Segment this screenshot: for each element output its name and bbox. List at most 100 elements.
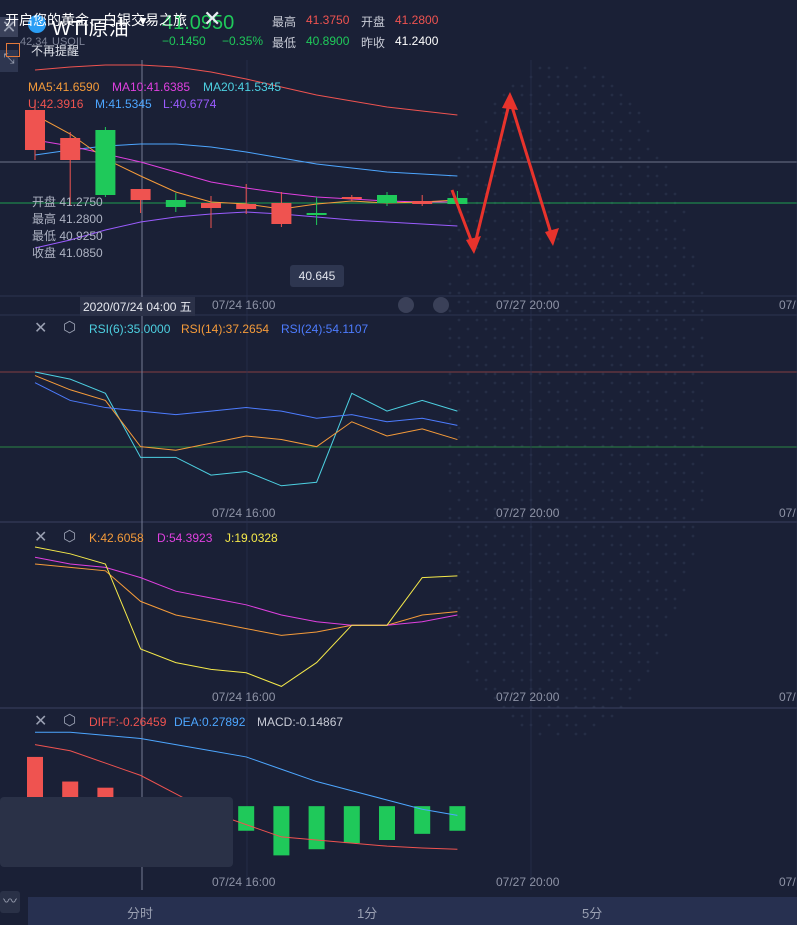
map-dot bbox=[601, 219, 605, 223]
map-dot bbox=[574, 327, 578, 331]
map-dot bbox=[628, 516, 632, 520]
scroll-dot-icon[interactable] bbox=[398, 297, 414, 313]
map-dot bbox=[628, 129, 632, 133]
map-dot bbox=[682, 210, 686, 214]
collapse-icon[interactable]: ⤡ bbox=[0, 50, 18, 72]
map-dot bbox=[637, 156, 641, 160]
map-dot bbox=[475, 543, 479, 547]
close-macd-icon[interactable]: ✕ bbox=[34, 713, 48, 730]
tab-timeshare[interactable]: 分时 bbox=[127, 906, 154, 921]
map-dot bbox=[682, 480, 686, 484]
map-dot bbox=[475, 219, 479, 223]
map-dot bbox=[574, 228, 578, 232]
map-dot bbox=[538, 669, 542, 673]
symbol-name[interactable]: WTI原油 bbox=[52, 18, 129, 40]
tab-5min[interactable]: 5分 bbox=[582, 906, 603, 921]
map-dot bbox=[628, 624, 632, 628]
map-dot bbox=[619, 327, 623, 331]
map-dot bbox=[601, 417, 605, 421]
map-dot bbox=[475, 129, 479, 133]
map-dot bbox=[619, 462, 623, 466]
map-dot bbox=[502, 228, 506, 232]
map-dot bbox=[538, 597, 542, 601]
map-dot bbox=[538, 309, 542, 313]
map-dot bbox=[457, 480, 461, 484]
map-dot bbox=[484, 408, 488, 412]
map-dot bbox=[592, 345, 596, 349]
map-dot bbox=[547, 255, 551, 259]
map-dot bbox=[565, 633, 569, 637]
map-dot bbox=[592, 480, 596, 484]
map-dot bbox=[583, 291, 587, 295]
map-dot bbox=[673, 264, 677, 268]
map-dot bbox=[484, 462, 488, 466]
map-dot bbox=[691, 435, 695, 439]
map-dot bbox=[466, 624, 470, 628]
map-dot bbox=[448, 219, 452, 223]
map-dot bbox=[646, 327, 650, 331]
map-dot bbox=[493, 624, 497, 628]
candle-body bbox=[306, 213, 327, 215]
map-dot bbox=[556, 84, 560, 88]
settings-rsi-icon[interactable]: ⬡ bbox=[63, 319, 77, 336]
map-dot bbox=[646, 642, 650, 646]
dont-remind-checkbox[interactable] bbox=[6, 43, 20, 57]
map-dot bbox=[646, 570, 650, 574]
tab-1min[interactable]: 1分 bbox=[357, 906, 378, 921]
close-popup-icon[interactable]: ✕ bbox=[203, 6, 222, 31]
map-dot bbox=[448, 606, 452, 610]
map-dot bbox=[574, 372, 578, 376]
symbol-dropdown-icon[interactable]: ▼ bbox=[137, 14, 149, 28]
map-dot bbox=[475, 291, 479, 295]
map-dot bbox=[655, 228, 659, 232]
map-dot bbox=[655, 498, 659, 502]
map-dot bbox=[484, 210, 488, 214]
settings-macd-icon[interactable]: ⬡ bbox=[63, 712, 77, 729]
map-dot bbox=[457, 246, 461, 250]
map-dot bbox=[619, 102, 623, 106]
map-dot bbox=[619, 615, 623, 619]
map-dot bbox=[655, 516, 659, 520]
map-dot bbox=[556, 120, 560, 124]
map-dot bbox=[583, 489, 587, 493]
map-dot bbox=[700, 291, 704, 295]
map-dot bbox=[457, 615, 461, 619]
map-dot bbox=[511, 390, 515, 394]
map-dot bbox=[493, 642, 497, 646]
map-dot bbox=[475, 363, 479, 367]
settings-kdj-icon[interactable]: ⬡ bbox=[63, 528, 77, 545]
map-dot bbox=[484, 165, 488, 169]
map-dot bbox=[574, 165, 578, 169]
map-dot bbox=[466, 552, 470, 556]
dont-remind-label[interactable]: 不再提醒 bbox=[31, 44, 80, 58]
map-dot bbox=[592, 381, 596, 385]
close-kdj-icon[interactable]: ✕ bbox=[34, 529, 48, 546]
map-dot bbox=[691, 300, 695, 304]
map-dot bbox=[682, 291, 686, 295]
close-icon[interactable]: ✕ bbox=[0, 17, 18, 37]
map-dot bbox=[484, 372, 488, 376]
map-dot bbox=[664, 480, 668, 484]
map-dot bbox=[628, 156, 632, 160]
map-dot bbox=[457, 363, 461, 367]
map-dot bbox=[502, 318, 506, 322]
map-dot bbox=[655, 489, 659, 493]
map-dot bbox=[583, 246, 587, 250]
map-dot bbox=[592, 390, 596, 394]
chart-type-icon[interactable]: 〰 bbox=[0, 891, 20, 913]
map-dot bbox=[520, 93, 524, 97]
scroll-dot-icon[interactable] bbox=[433, 297, 449, 313]
candle-body bbox=[60, 138, 81, 160]
close-rsi-icon[interactable]: ✕ bbox=[34, 320, 48, 337]
map-dot bbox=[574, 597, 578, 601]
map-dot bbox=[457, 408, 461, 412]
map-dot bbox=[484, 453, 488, 457]
macd-bar bbox=[27, 756, 43, 807]
map-dot bbox=[601, 435, 605, 439]
map-dot bbox=[592, 426, 596, 430]
map-dot bbox=[511, 309, 515, 313]
map-dot bbox=[538, 102, 542, 106]
map-dot bbox=[520, 426, 524, 430]
map-dot bbox=[583, 597, 587, 601]
map-dot bbox=[547, 336, 551, 340]
